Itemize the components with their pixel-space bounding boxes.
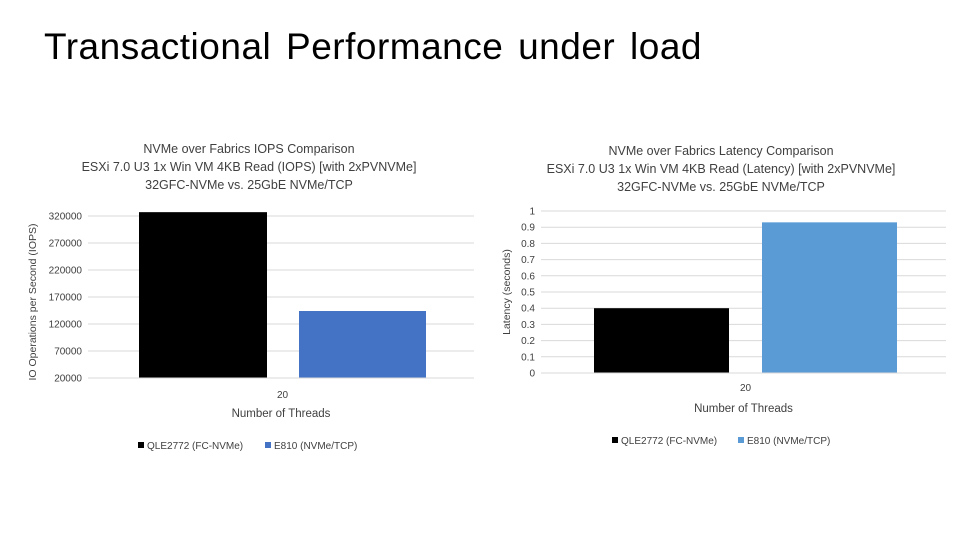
chart-title-line: NVMe over Fabrics IOPS Comparison xyxy=(143,142,354,156)
y-tick-label: 320000 xyxy=(49,211,83,222)
y-tick-label: 70000 xyxy=(54,346,82,357)
legend-swatch xyxy=(738,437,744,443)
chart-title-line: 32GFC-NVMe vs. 25GbE NVMe/TCP xyxy=(617,180,825,194)
y-tick-label: 270000 xyxy=(49,238,83,249)
y-tick-label: 0.9 xyxy=(521,223,535,234)
x-tick-label: 20 xyxy=(277,390,289,401)
bar xyxy=(139,212,267,378)
y-tick-label: 20000 xyxy=(54,374,82,385)
chart-title-line: ESXi 7.0 U3 1x Win VM 4KB Read (IOPS) [w… xyxy=(82,160,417,174)
legend-entry: QLE2772 (FC-NVMe) xyxy=(147,441,243,452)
y-tick-label: 0.2 xyxy=(521,336,535,347)
y-axis-label: Latency (seconds) xyxy=(501,249,513,335)
y-tick-label: 170000 xyxy=(49,292,83,303)
x-axis-label: Number of Threads xyxy=(694,403,793,415)
legend-swatch xyxy=(265,442,271,448)
y-tick-label: 1 xyxy=(529,207,535,218)
legend-entry: E810 (NVMe/TCP) xyxy=(747,436,830,447)
bar xyxy=(299,311,426,378)
y-axis-label: IO Operations per Second (IOPS) xyxy=(27,224,39,381)
legend-swatch xyxy=(612,437,618,443)
legend-entry: QLE2772 (FC-NVMe) xyxy=(621,436,717,447)
y-tick-label: 0.6 xyxy=(521,271,535,282)
y-tick-label: 0.7 xyxy=(521,255,535,266)
bar xyxy=(762,222,897,373)
chart-title-line: 32GFC-NVMe vs. 25GbE NVMe/TCP xyxy=(145,178,353,192)
y-tick-label: 0.1 xyxy=(521,352,535,363)
y-tick-label: 0.5 xyxy=(521,288,535,299)
x-axis-label: Number of Threads xyxy=(232,408,331,420)
bar xyxy=(594,308,729,373)
x-tick-label: 20 xyxy=(740,383,752,394)
y-tick-label: 120000 xyxy=(49,319,83,330)
y-tick-label: 0 xyxy=(529,369,535,380)
chart-title-line: NVMe over Fabrics Latency Comparison xyxy=(608,144,833,158)
chart-title-line: ESXi 7.0 U3 1x Win VM 4KB Read (Latency)… xyxy=(547,162,896,176)
legend-entry: E810 (NVMe/TCP) xyxy=(274,441,357,452)
slide-title: Transactional Performance under load xyxy=(44,26,702,67)
legend-swatch xyxy=(138,442,144,448)
y-tick-label: 0.8 xyxy=(521,239,535,250)
y-tick-label: 0.3 xyxy=(521,320,535,331)
y-tick-label: 0.4 xyxy=(521,304,535,315)
y-tick-label: 220000 xyxy=(49,265,83,276)
